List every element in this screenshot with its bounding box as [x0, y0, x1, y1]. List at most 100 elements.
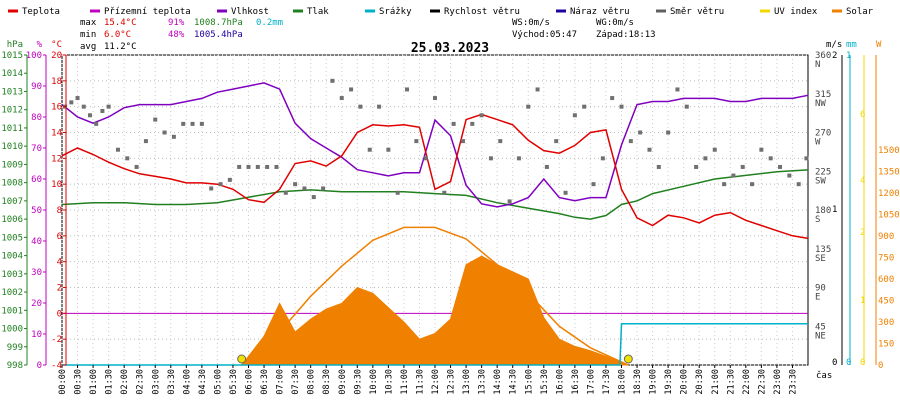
- mm-tick-label: 0: [846, 358, 851, 368]
- wind-direction-point: [804, 156, 809, 161]
- w-tick-label: 1350: [878, 168, 900, 178]
- x-tick-label: 13:00: [462, 369, 472, 395]
- stat-value: 91%: [168, 18, 185, 28]
- wind-direction-point: [69, 100, 74, 105]
- wind-direction-point: [283, 190, 288, 195]
- dir-compass-label: E: [815, 293, 820, 303]
- wind-direction-point: [237, 164, 242, 169]
- x-tick-label: 02:00: [120, 369, 130, 395]
- legend-label: Teplota: [22, 7, 60, 17]
- temp-tick-label: 0: [57, 309, 62, 319]
- wind-direction-point: [675, 87, 680, 92]
- stat-value: 1008.7hPa: [194, 18, 243, 28]
- hpa-tick-label: 1005: [1, 233, 23, 243]
- wind-direction-point: [386, 147, 391, 152]
- wind-direction-point: [115, 147, 120, 152]
- ms-tick-label: 1: [832, 205, 837, 215]
- wind-direction-point: [516, 156, 521, 161]
- sunset-marker: [623, 354, 633, 364]
- w-tick-label: 0: [878, 361, 883, 371]
- stat-value: 6.0°C: [104, 30, 131, 40]
- wind-direction-point: [768, 156, 773, 161]
- uv-tick-label: 2: [860, 228, 865, 238]
- wind-direction-point: [181, 121, 186, 126]
- x-tick-label: 21:30: [726, 369, 736, 395]
- w-tick-label: 1500: [878, 146, 900, 156]
- temp-tick-label: 8: [57, 206, 62, 216]
- stat-value: 48%: [168, 30, 185, 40]
- dir-compass-label: SE: [815, 254, 826, 264]
- temperature-line: [61, 113, 809, 240]
- hpa-tick-label: 1000: [1, 325, 23, 335]
- x-tick-label: 22:00: [742, 369, 752, 395]
- wind-gust-text: WG:0m/s: [596, 18, 634, 28]
- w-tick-label: 900: [878, 232, 894, 242]
- wind-direction-point: [628, 139, 633, 144]
- ms-tick-label: 2: [832, 51, 837, 61]
- x-tick-label: 05:00: [213, 369, 223, 395]
- stat-value: 15.4°C: [104, 18, 137, 28]
- solar-clear-sky-line: [241, 226, 629, 366]
- legend-label: Srážky: [379, 7, 412, 17]
- legend-label: UV index: [774, 7, 818, 17]
- humidity-tick-label: 10: [31, 330, 42, 340]
- x-tick-label: 08:30: [322, 369, 332, 395]
- humidity-tick-label: 70: [31, 144, 42, 154]
- stat-value: 0.2mm: [256, 18, 283, 28]
- wind-direction-point: [125, 156, 130, 161]
- hpa-tick-label: 1008: [1, 179, 23, 189]
- x-tick-label: 16:00: [555, 369, 565, 395]
- wind-direction-point: [414, 139, 419, 144]
- sunrise-marker: [237, 354, 247, 364]
- w-tick-label: 150: [878, 340, 894, 350]
- dir-tick-label: 90: [815, 284, 826, 294]
- wind-direction-point: [274, 164, 279, 169]
- wind-direction-point: [162, 130, 167, 135]
- wind-direction-point: [712, 147, 717, 152]
- wind-direction-point: [666, 130, 671, 135]
- x-tick-label: 10:30: [384, 369, 394, 395]
- stat-value: max: [80, 18, 97, 28]
- wind-direction-point: [423, 156, 428, 161]
- wind-direction-point: [349, 87, 354, 92]
- wind-direction-point: [703, 156, 708, 161]
- humidity-tick-label: 20: [31, 299, 42, 309]
- hpa-tick-label: 1015: [1, 51, 23, 61]
- temp-tick-label: 12: [51, 154, 62, 164]
- x-tick-label: 11:00: [400, 369, 410, 395]
- legend-label: Náraz větru: [570, 7, 630, 17]
- wind-direction-point: [470, 121, 475, 126]
- wind-direction-point: [246, 164, 251, 169]
- hpa-tick-label: 1011: [1, 124, 23, 134]
- solar-area-layer: [237, 226, 633, 366]
- hpa-axis-label: hPa: [7, 40, 23, 50]
- wind-direction-point: [694, 164, 699, 169]
- temp-tick-label: 14: [51, 129, 62, 139]
- uv-tick-label: 1: [860, 296, 865, 306]
- humidity-tick-label: 80: [31, 113, 42, 123]
- x-tick-label: 16:30: [571, 369, 581, 395]
- wind-direction-point: [106, 104, 111, 109]
- wind-direction-point: [171, 134, 176, 139]
- wind-direction-point: [321, 186, 326, 191]
- wind-direction-point: [358, 104, 363, 109]
- x-tick-label: 02:30: [136, 369, 146, 395]
- dir-tick-label: 225: [815, 167, 831, 177]
- wind-direction-point: [451, 121, 456, 126]
- wind-direction-point: [433, 96, 437, 101]
- humidity-tick-label: 60: [31, 175, 42, 185]
- wind-direction-point: [75, 96, 80, 101]
- temp-tick-label: 6: [57, 232, 62, 242]
- wind-direction-point: [190, 121, 195, 126]
- humidity-tick-label: 100: [26, 51, 42, 61]
- humidity-tick-label: 50: [31, 206, 42, 216]
- axes-layer: 9989991000100110021003100410051006100710…: [1, 40, 899, 395]
- wind-direction-point: [591, 182, 596, 187]
- wind-direction-point: [227, 177, 232, 182]
- x-tick-label: 03:00: [151, 369, 161, 395]
- wind-direction-point: [619, 104, 624, 109]
- dir-tick-label: 180: [815, 206, 831, 216]
- plot-grid: [61, 54, 809, 366]
- w-tick-label: 750: [878, 254, 894, 264]
- x-tick-label: 04:30: [198, 369, 208, 395]
